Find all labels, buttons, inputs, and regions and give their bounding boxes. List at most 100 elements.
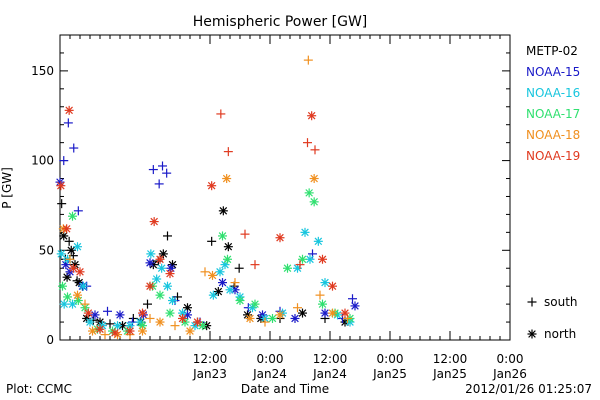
point-noaa-15-south (69, 143, 79, 153)
point-noaa-19-north-stroke (341, 309, 349, 317)
point-noaa-18-north-stroke (310, 174, 318, 183)
point-noaa-15-south (348, 294, 357, 304)
point-noaa-16-north-stroke (301, 228, 309, 237)
point-metp-02-south (207, 236, 217, 246)
point-metp-02-north-stroke (224, 242, 233, 251)
point-noaa-16-north (320, 278, 330, 288)
point-noaa-19-north (275, 233, 285, 243)
marker-legend-label: north (544, 327, 576, 341)
point-noaa-17-north-stroke (305, 189, 313, 197)
point-noaa-15-north-stroke (291, 314, 299, 323)
point-noaa-19-north (307, 111, 317, 121)
point-noaa-16-north-stroke (314, 237, 323, 246)
point-noaa-19-north-stroke (57, 181, 65, 190)
point-noaa-19-north (178, 313, 187, 323)
point-noaa-15-north (145, 258, 155, 268)
x-axis-label: Date and Time (241, 382, 329, 396)
point-noaa-15-south (59, 156, 69, 166)
point-noaa-17-north-stroke (318, 300, 327, 308)
point-noaa-19-south (240, 229, 250, 239)
point-noaa-19-north (75, 267, 85, 277)
point-metp-02-north-stroke (214, 287, 223, 296)
point-noaa-18-north (208, 270, 217, 280)
point-noaa-16-north (208, 290, 218, 300)
point-noaa-19-north (95, 324, 105, 334)
point-noaa-16-north-stroke (136, 318, 144, 326)
y-tick-label: 150 (31, 64, 54, 78)
point-noaa-16-north-stroke (152, 275, 161, 283)
point-noaa-19-north-stroke (69, 264, 78, 273)
data-points (55, 55, 360, 340)
point-noaa-17-north-stroke (310, 198, 318, 206)
point-metp-02-north-stroke (219, 207, 228, 215)
point-noaa-17-north (298, 254, 307, 264)
point-noaa-16-north-stroke (157, 264, 166, 273)
point-noaa-18-south (230, 278, 240, 288)
point-metp-02-north-stroke (243, 311, 252, 319)
point-noaa-18-south (100, 330, 110, 340)
point-noaa-18-south (145, 313, 155, 323)
point-noaa-16-north (152, 274, 162, 284)
point-noaa-15-north (320, 308, 330, 318)
point-noaa-19-north (62, 224, 72, 234)
point-noaa-18-south (80, 299, 90, 309)
point-metp-02-north-stroke (96, 318, 104, 326)
point-noaa-19-north (193, 317, 202, 327)
point-noaa-16-north-stroke (86, 318, 94, 326)
point-noaa-19-north-stroke (178, 314, 187, 323)
legend-item: METP-02 (526, 44, 578, 58)
point-metp-02-north-stroke (63, 273, 71, 282)
point-noaa-17-north (309, 197, 319, 207)
point-noaa-19-north-stroke (111, 329, 119, 337)
point-noaa-18-north-stroke (246, 314, 254, 323)
point-noaa-19-north (125, 326, 135, 336)
plot-frame (59, 34, 511, 341)
x-tick-label: 12:00 (193, 352, 228, 366)
point-noaa-19-north (149, 217, 159, 227)
point-noaa-18-south (303, 55, 313, 65)
point-noaa-15-south (103, 306, 112, 316)
point-noaa-18-south (65, 254, 75, 264)
point-noaa-17-north-stroke (138, 321, 147, 330)
point-noaa-17-north-stroke (218, 232, 227, 240)
point-noaa-16-north-stroke (209, 291, 218, 299)
point-noaa-19-north (328, 281, 337, 291)
point-noaa-18-north-stroke (276, 311, 284, 319)
point-noaa-16-north (85, 317, 95, 327)
point-noaa-19-north (64, 105, 74, 115)
point-noaa-16-north (168, 296, 177, 306)
point-noaa-17-north-stroke (156, 291, 164, 299)
point-noaa-18-south (293, 303, 302, 313)
x-tick-sublabel: Jan25 (372, 367, 407, 381)
point-noaa-19-north (340, 308, 350, 318)
point-noaa-18-north (222, 174, 232, 184)
point-metp-02-north (298, 308, 307, 318)
point-noaa-19-north-stroke (150, 217, 158, 226)
point-noaa-17-north (304, 188, 314, 198)
point-noaa-18-north (245, 313, 255, 323)
point-metp-02-south (163, 231, 172, 241)
point-noaa-19-north (138, 308, 147, 318)
point-noaa-19-north-stroke (76, 268, 84, 276)
point-noaa-19-north-stroke (65, 106, 73, 115)
point-noaa-15-north-stroke (218, 278, 227, 287)
point-noaa-17-north-stroke (181, 318, 189, 326)
marker-legend-plus-icon (527, 297, 537, 307)
point-noaa-17-north-stroke (223, 255, 232, 264)
point-noaa-18-north-stroke (73, 291, 82, 299)
point-noaa-16-north-stroke (57, 250, 66, 258)
point-noaa-19-north (68, 263, 78, 273)
point-metp-02-north (158, 249, 168, 259)
point-metp-02-south (105, 319, 115, 329)
point-noaa-19-north-stroke (138, 309, 147, 317)
point-noaa-18-north (88, 326, 97, 336)
point-noaa-17-north (63, 292, 72, 302)
y-tick-label: 0 (46, 333, 54, 347)
point-noaa-16-north (157, 263, 167, 273)
point-noaa-19-north-stroke (84, 309, 93, 317)
plot-timestamp: 2012/01/26 01:25:07 (465, 382, 592, 396)
plot-credit: Plot: CCMC (6, 382, 72, 396)
point-noaa-17-north (58, 281, 67, 291)
marker-legend: south north (527, 295, 578, 341)
point-noaa-15-north-stroke (146, 259, 154, 267)
